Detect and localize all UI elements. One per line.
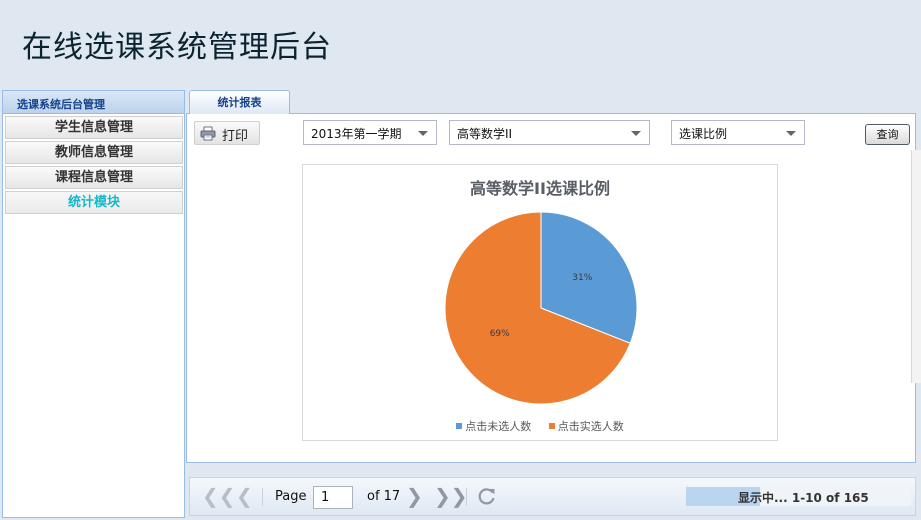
course-select-value: 高等数学II — [457, 127, 513, 141]
panel-scrollbar[interactable] — [911, 150, 921, 383]
sidebar-item-statistics[interactable]: 统计模块 — [5, 191, 183, 214]
sidebar-item-course-info[interactable]: 课程信息管理 — [5, 166, 183, 189]
paging-separator — [262, 488, 263, 506]
refresh-icon[interactable] — [477, 486, 497, 506]
print-label: 打印 — [222, 129, 249, 144]
print-button[interactable]: 打印 — [194, 121, 260, 145]
chevron-down-icon[interactable] — [786, 131, 796, 136]
legend-item-selected[interactable]: 点击实选人数 — [548, 418, 624, 434]
page-number-input[interactable]: 1 — [313, 486, 353, 509]
paging-toolbar: ❮❮ ❮ Page 1 of 17 ❯ ❯❯ 显示中... 1-10 of 16… — [189, 477, 916, 516]
sidebar-item-student-info[interactable]: 学生信息管理 — [5, 116, 183, 139]
pie-data-label-0: 31% — [572, 273, 592, 283]
sidebar-header: 选课系统后台管理 — [3, 91, 184, 114]
last-page-icon[interactable]: ❯❯ — [434, 484, 468, 508]
legend-label: 点击未选人数 — [465, 420, 532, 433]
tab-statistics-report[interactable]: 统计报表 — [189, 90, 290, 114]
course-select[interactable]: 高等数学II — [449, 120, 650, 145]
sidebar-item-teacher-info[interactable]: 教师信息管理 — [5, 141, 183, 164]
pie-slice-1[interactable] — [444, 211, 631, 405]
query-button[interactable]: 查询 — [865, 124, 910, 145]
paging-status-progress — [686, 487, 761, 506]
stat-type-select-value: 选课比例 — [679, 127, 728, 141]
legend-swatch — [548, 423, 555, 429]
legend-label: 点击实选人数 — [557, 420, 624, 433]
printer-icon — [200, 126, 216, 141]
paging-status: 显示中... 1-10 of 165 — [686, 487, 911, 506]
paging-separator — [466, 488, 467, 506]
pie-slice-0[interactable] — [540, 211, 638, 344]
first-page-icon[interactable]: ❮❮ — [202, 484, 236, 508]
chart-legend: 点击未选人数 点击实选人数 — [303, 418, 777, 434]
pie-chart: 高等数学II选课比例 31% 69% 点击未选人数 点击实选人数 — [302, 164, 778, 441]
legend-swatch — [456, 423, 463, 429]
sidebar: 选课系统后台管理 学生信息管理 教师信息管理 课程信息管理 统计模块 — [2, 90, 185, 518]
page-label: Page — [275, 489, 307, 504]
pie-chart-plot: 31% 69% — [444, 211, 638, 405]
chevron-down-icon[interactable] — [418, 131, 428, 136]
paging-status-text: 显示中... 1-10 of 165 — [738, 491, 869, 505]
chevron-down-icon[interactable] — [631, 131, 641, 136]
stat-type-select[interactable]: 选课比例 — [671, 120, 805, 145]
next-page-icon[interactable]: ❯ — [406, 484, 423, 508]
semester-select-value: 2013年第一学期 — [311, 127, 402, 141]
page-count-label: of 17 — [367, 489, 401, 504]
chart-title: 高等数学II选课比例 — [470, 179, 610, 198]
legend-item-unselected[interactable]: 点击未选人数 — [456, 418, 531, 434]
app-title: 在线选课系统管理后台 — [22, 30, 332, 65]
prev-page-icon[interactable]: ❮ — [236, 484, 253, 508]
pie-data-label-1: 69% — [490, 329, 510, 339]
semester-select[interactable]: 2013年第一学期 — [303, 120, 437, 145]
